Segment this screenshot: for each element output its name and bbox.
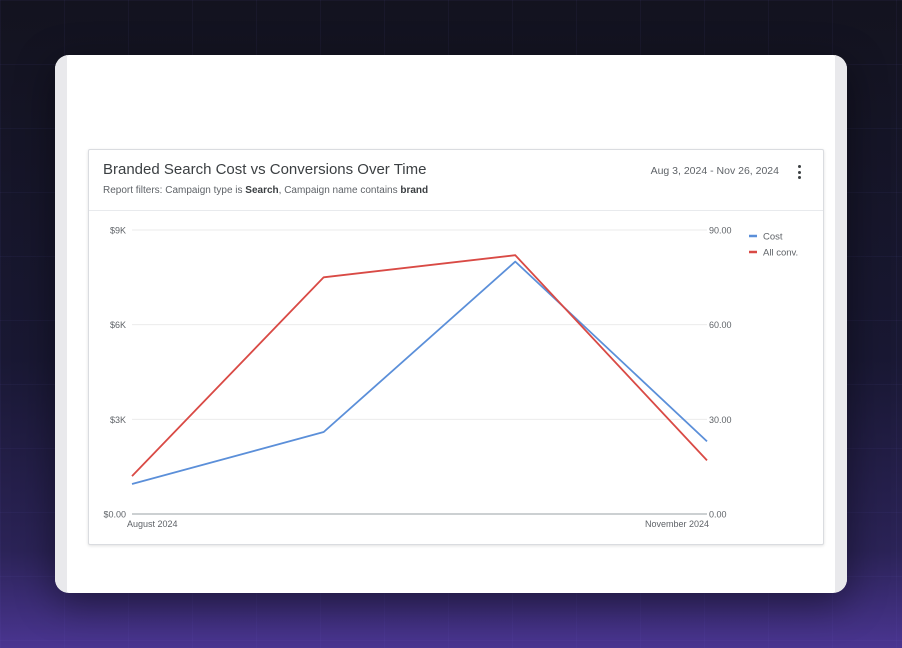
filter-prefix-text: Report filters: Campaign type is [103, 185, 246, 196]
right-axis-tick-label: 90.00 [709, 226, 732, 236]
chart-card: Branded Search Cost vs Conversions Over … [88, 149, 824, 545]
left-axis-tick-label: $3K [110, 415, 126, 425]
right-axis-tick-label: 60.00 [709, 320, 732, 330]
right-axis-tick-label: 0.00 [709, 510, 727, 520]
filter-campaign-type: Search [245, 185, 279, 196]
left-axis-tick-label: $9K [110, 226, 126, 236]
left-axis-tick-label: $0.00 [103, 510, 126, 520]
chart-card-header: Branded Search Cost vs Conversions Over … [89, 150, 823, 211]
filter-campaign-name: brand [400, 185, 429, 196]
line-chart: $0.00 $3K $6K $9K 0.00 30.00 60.00 90.00 Augus… [103, 226, 798, 530]
left-axis-tick-label: $6K [110, 320, 126, 330]
right-axis-tick-label: 30.00 [709, 415, 732, 425]
report-filters: Report filters: Campaign type is Search,… [103, 185, 428, 196]
x-axis-tick-label: August 2024 [127, 519, 178, 529]
date-range[interactable]: Aug 3, 2024 - Nov 26, 2024 [650, 165, 779, 177]
legend-label: All conv. [763, 248, 798, 259]
series-line-all-conv [131, 254, 708, 477]
app-window: Branded Search Cost vs Conversions Over … [55, 55, 847, 593]
chart-title: Branded Search Cost vs Conversions Over … [103, 161, 427, 178]
more-options-icon[interactable] [795, 163, 803, 181]
window-edge-right [835, 55, 847, 593]
legend-label: Cost [763, 232, 783, 243]
filter-middle-text: , Campaign name contains [278, 185, 401, 196]
window-edge-left [55, 55, 67, 593]
x-axis-tick-label: November 2024 [645, 519, 709, 529]
series-line-cost [131, 260, 708, 485]
